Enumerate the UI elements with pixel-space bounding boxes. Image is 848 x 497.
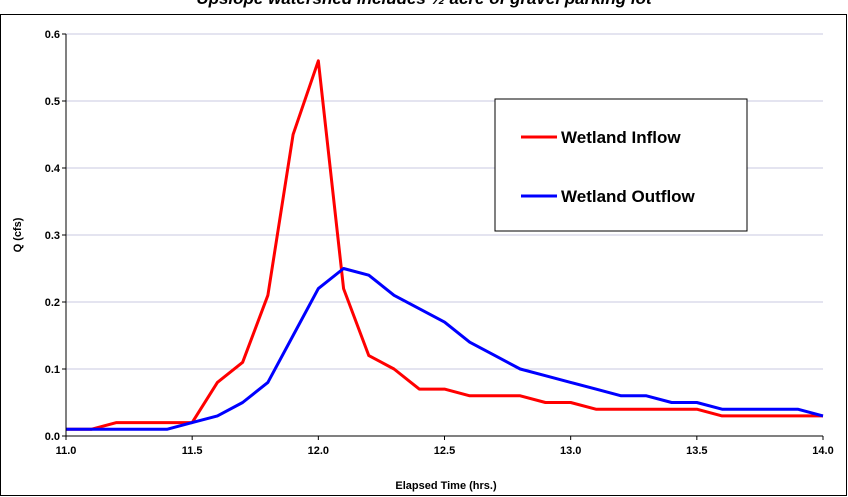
y-axis-ticks: 0.0 0.1 0.2 0.3 0.4 0.5 0.6 [45,29,66,443]
x-tick-label: 13.5 [686,445,707,457]
series-layer [66,59,824,431]
y-tick-label: 0.0 [45,431,60,443]
legend-box [494,98,748,232]
y-tick-label: 0.4 [45,163,61,175]
x-axis-title: Elapsed Time (hrs.) [395,480,497,492]
x-axis-ticks: 11.0 11.5 12.0 12.5 13.0 13.5 14.0 [56,436,834,457]
y-tick-label: 0.2 [45,297,60,309]
x-tick-label: 12.0 [308,445,329,457]
y-axis-title: Q (cfs) [12,217,24,252]
x-tick-label: 13.0 [560,445,581,457]
y-tick-label: 0.6 [45,29,60,41]
legend-label-wetland-inflow: Wetland Inflow [561,128,681,147]
y-tick-label: 0.3 [45,230,60,242]
legend: Wetland Inflow Wetland Outflow [494,98,748,232]
x-tick-label: 12.5 [434,445,455,457]
series-line-wetland-outflow [66,267,824,431]
y-tick-label: 0.1 [45,364,60,376]
chart-border [0,14,847,496]
legend-label-wetland-outflow: Wetland Outflow [561,187,696,206]
x-tick-label: 14.0 [812,445,833,457]
y-tick-label: 0.5 [45,96,60,108]
x-tick-label: 11.0 [56,445,77,457]
x-tick-label: 11.5 [182,445,203,457]
chart-title: Upslope watershed includes ½ acre of gra… [0,0,848,9]
